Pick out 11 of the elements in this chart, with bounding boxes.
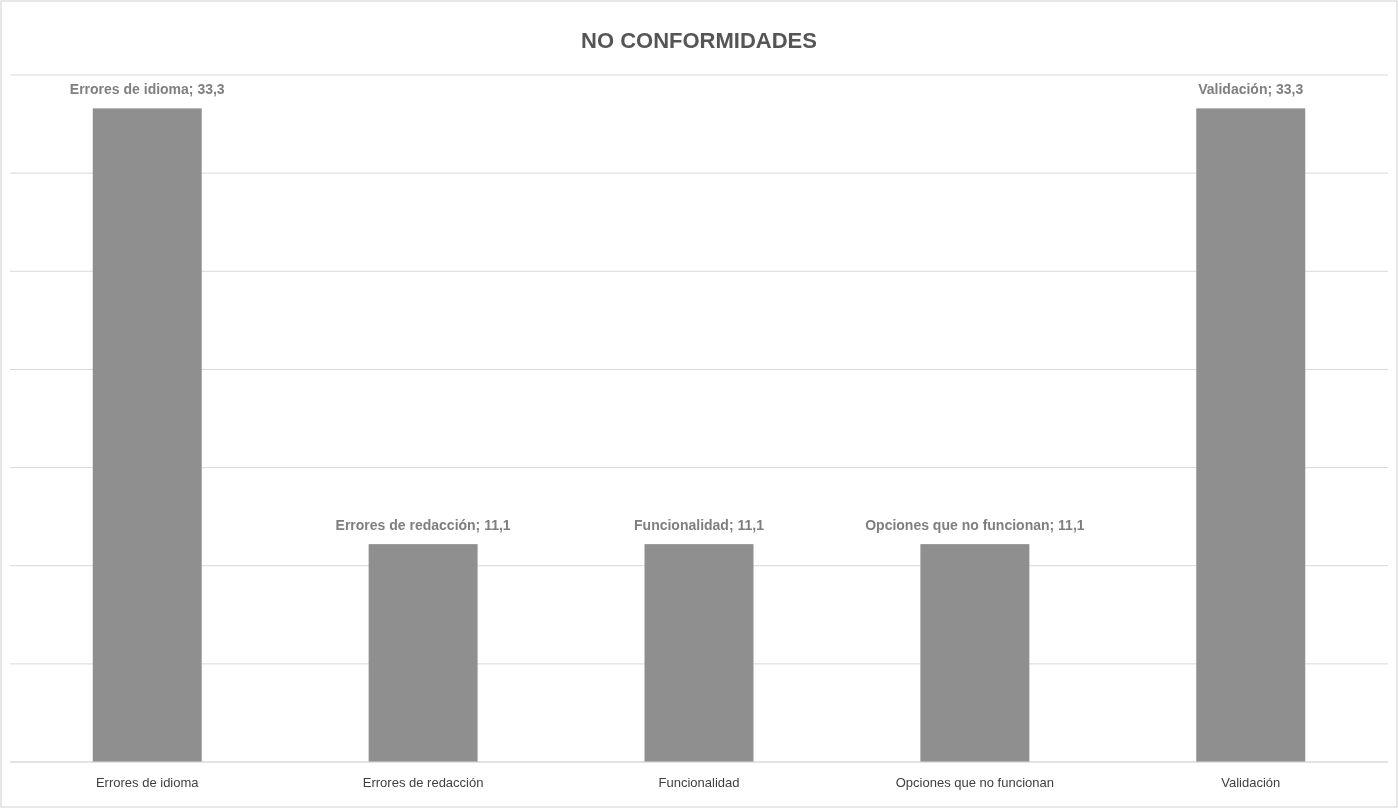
chart-title: NO CONFORMIDADES <box>581 28 817 53</box>
data-label: Funcionalidad; 11,1 <box>634 517 765 534</box>
x-tick-label: Opciones que no funcionan <box>895 775 1055 790</box>
x-tick-label: Funcionalidad <box>658 775 740 790</box>
data-label: Opciones que no funcionan; 11,1 <box>865 517 1085 534</box>
data-label: Errores de idioma; 33,3 <box>69 81 225 98</box>
x-tick-label: Validación <box>1221 775 1281 790</box>
data-label: Errores de redacción; 11,1 <box>335 517 511 534</box>
data-label: Validación; 33,3 <box>1198 81 1304 98</box>
x-tick-label: Errores de redacción <box>362 775 484 790</box>
x-tick-label: Errores de idioma <box>95 775 200 790</box>
